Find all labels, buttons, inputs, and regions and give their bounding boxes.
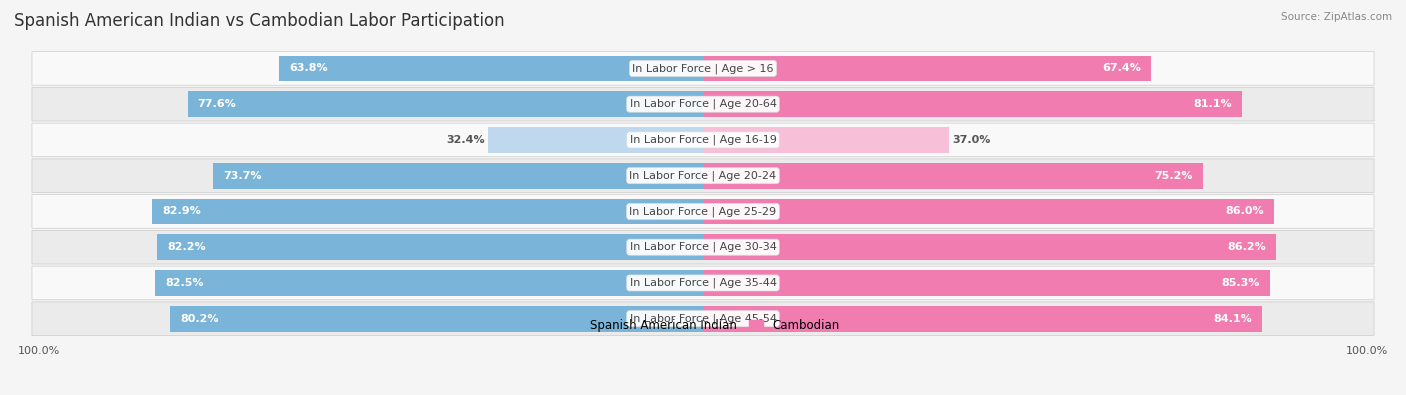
Bar (703, 234, 1275, 260)
Bar (703, 127, 949, 153)
Text: 85.3%: 85.3% (1222, 278, 1260, 288)
FancyBboxPatch shape (32, 266, 1374, 300)
Text: 32.4%: 32.4% (446, 135, 485, 145)
Text: 67.4%: 67.4% (1102, 64, 1140, 73)
Bar (187, 91, 703, 117)
Text: 77.6%: 77.6% (197, 99, 236, 109)
FancyBboxPatch shape (32, 52, 1374, 85)
Text: Source: ZipAtlas.com: Source: ZipAtlas.com (1281, 12, 1392, 22)
Text: In Labor Force | Age 45-54: In Labor Force | Age 45-54 (630, 314, 776, 324)
Bar (155, 270, 703, 296)
Text: 63.8%: 63.8% (290, 64, 328, 73)
Bar (703, 270, 1270, 296)
Text: 82.5%: 82.5% (165, 278, 204, 288)
Text: In Labor Force | Age 25-29: In Labor Force | Age 25-29 (630, 206, 776, 217)
Bar (214, 163, 703, 188)
Text: 75.2%: 75.2% (1154, 171, 1192, 181)
Text: In Labor Force | Age 30-34: In Labor Force | Age 30-34 (630, 242, 776, 252)
FancyBboxPatch shape (32, 230, 1374, 264)
Text: 84.1%: 84.1% (1213, 314, 1251, 324)
Text: 37.0%: 37.0% (952, 135, 990, 145)
FancyBboxPatch shape (32, 195, 1374, 228)
Text: 80.2%: 80.2% (180, 314, 219, 324)
Text: In Labor Force | Age 35-44: In Labor Force | Age 35-44 (630, 278, 776, 288)
FancyBboxPatch shape (32, 159, 1374, 192)
Text: 86.0%: 86.0% (1226, 207, 1264, 216)
Text: 73.7%: 73.7% (224, 171, 262, 181)
Text: 82.9%: 82.9% (162, 207, 201, 216)
Bar (157, 234, 703, 260)
Bar (703, 56, 1150, 81)
FancyBboxPatch shape (32, 123, 1374, 157)
Bar (170, 306, 703, 331)
Text: Spanish American Indian vs Cambodian Labor Participation: Spanish American Indian vs Cambodian Lab… (14, 12, 505, 30)
Bar (703, 91, 1241, 117)
Text: In Labor Force | Age 20-64: In Labor Force | Age 20-64 (630, 99, 776, 109)
Text: 81.1%: 81.1% (1194, 99, 1232, 109)
Text: In Labor Force | Age 16-19: In Labor Force | Age 16-19 (630, 135, 776, 145)
Text: 86.2%: 86.2% (1227, 242, 1265, 252)
FancyBboxPatch shape (32, 87, 1374, 121)
Bar (703, 199, 1274, 224)
Bar (152, 199, 703, 224)
Bar (280, 56, 703, 81)
Bar (488, 127, 703, 153)
Text: 82.2%: 82.2% (167, 242, 205, 252)
Text: In Labor Force | Age 20-24: In Labor Force | Age 20-24 (630, 170, 776, 181)
Legend: Spanish American Indian, Cambodian: Spanish American Indian, Cambodian (562, 314, 844, 337)
Bar (703, 306, 1261, 331)
Text: In Labor Force | Age > 16: In Labor Force | Age > 16 (633, 63, 773, 74)
Bar (703, 163, 1202, 188)
FancyBboxPatch shape (32, 302, 1374, 335)
